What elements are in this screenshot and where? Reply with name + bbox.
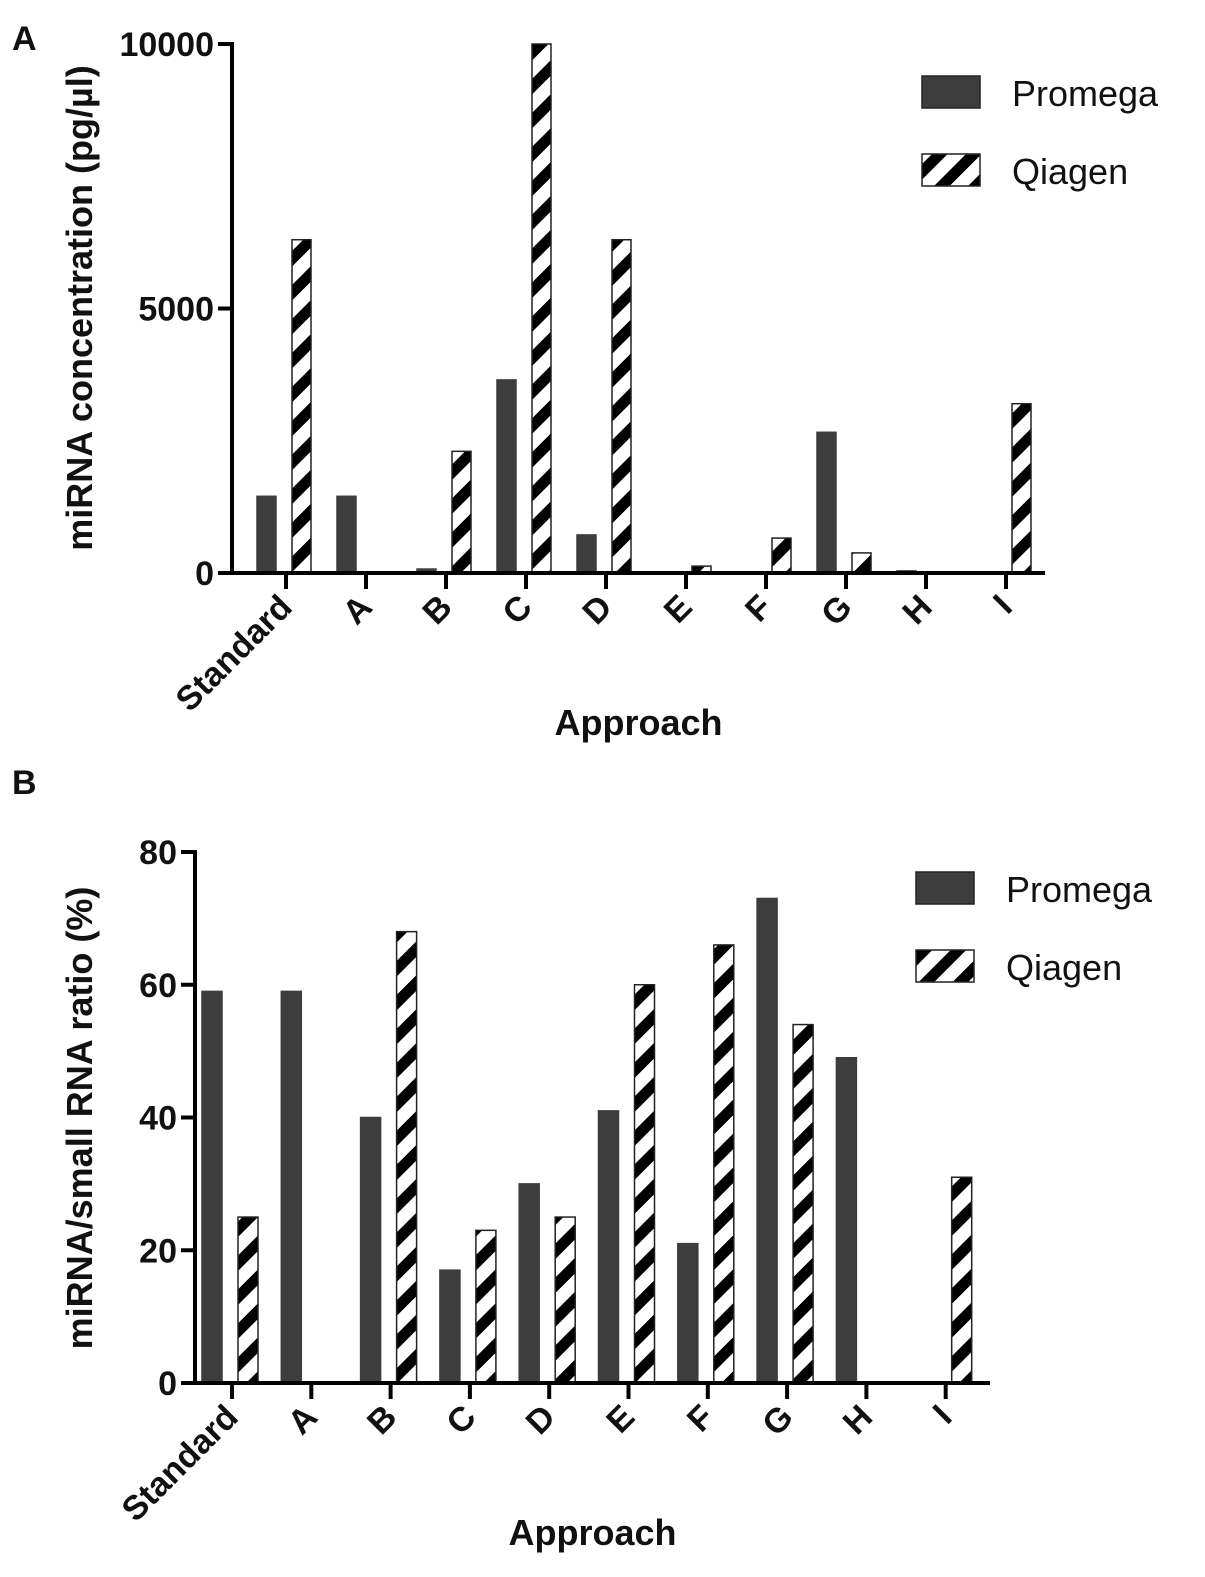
bar-promega-a: [280, 990, 303, 1384]
y-tick-label: 60: [139, 967, 177, 1005]
bar-qiagen-d: [554, 1216, 576, 1384]
x-axis-label: Approach: [508, 1512, 676, 1553]
legend-swatch-qiagen: [921, 153, 981, 187]
legend-label-qiagen: Qiagen: [1006, 947, 1122, 988]
y-axis-label: miRNA/small RNA ratio (%): [59, 887, 100, 1350]
x-tick-label: B: [415, 588, 459, 632]
bar-promega-g: [816, 431, 837, 574]
x-tick-label: A: [281, 1398, 325, 1442]
bar-promega-c: [439, 1269, 461, 1384]
y-tick-label: 80: [139, 834, 177, 872]
y-tick-label: 40: [139, 1100, 177, 1138]
legend-swatch-qiagen: [915, 949, 975, 983]
x-tick-label: E: [657, 588, 700, 631]
x-tick-label: B: [360, 1398, 404, 1442]
x-tick-label: C: [495, 588, 539, 632]
x-tick-label: H: [895, 588, 939, 632]
x-axis-label: Approach: [554, 702, 722, 743]
x-tick-label: F: [680, 1398, 722, 1440]
bar-qiagen-f: [771, 537, 792, 574]
bar-qiagen-c: [475, 1229, 497, 1384]
x-tick-label: H: [836, 1398, 880, 1442]
x-tick-label: C: [439, 1398, 483, 1442]
bar-promega-e: [597, 1110, 620, 1384]
x-tick-label: G: [755, 1398, 801, 1444]
legend-swatch-promega: [921, 75, 981, 109]
bar-promega-f: [677, 1242, 699, 1384]
bar-promega-d: [576, 534, 597, 574]
x-tick-label: Standard: [169, 588, 300, 719]
x-tick-label: D: [575, 588, 619, 632]
x-tick-label: D: [519, 1398, 563, 1442]
x-tick-label: I: [986, 588, 1020, 622]
bar-qiagen-standard: [291, 238, 312, 574]
x-tick-label: F: [738, 588, 780, 630]
bar-qiagen-d: [611, 238, 632, 574]
legend-label-promega: Promega: [1006, 869, 1153, 910]
bar-qiagen-i: [1011, 402, 1032, 574]
x-tick-label: G: [814, 588, 860, 634]
bar-promega-standard: [256, 495, 277, 574]
y-tick-label: 0: [195, 555, 214, 593]
legend-swatch-promega: [915, 871, 975, 905]
bar-qiagen-b: [451, 450, 472, 574]
legend-label-qiagen: Qiagen: [1012, 151, 1128, 192]
bar-qiagen-e: [633, 984, 656, 1384]
bar-promega-g: [756, 897, 778, 1384]
panel-label: A: [12, 20, 37, 58]
x-tick-label: A: [335, 588, 379, 632]
bar-qiagen-i: [950, 1176, 973, 1384]
bar-promega-d: [518, 1183, 540, 1384]
legend-label-promega: Promega: [1012, 73, 1159, 114]
y-tick-label: 20: [139, 1232, 177, 1270]
bar-qiagen-b: [395, 930, 418, 1384]
bar-qiagen-c: [531, 43, 552, 574]
bar-qiagen-g: [792, 1023, 814, 1384]
x-tick-label: Standard: [115, 1398, 246, 1529]
bar-qiagen-standard: [237, 1216, 259, 1384]
y-tick-label: 10000: [119, 26, 214, 64]
bar-promega-h: [835, 1057, 858, 1384]
y-tick-label: 0: [158, 1365, 177, 1403]
panel-label: B: [12, 764, 37, 802]
x-tick-label: E: [599, 1398, 642, 1441]
bar-qiagen-f: [713, 944, 735, 1384]
bar-promega-c: [496, 379, 517, 574]
bar-promega-standard: [201, 990, 223, 1384]
y-axis-label: miRNA concentration (pg/µl): [59, 65, 100, 550]
bar-promega-a: [336, 495, 357, 574]
bar-qiagen-g: [851, 552, 872, 574]
y-tick-label: 5000: [138, 291, 214, 329]
bar-promega-b: [359, 1116, 382, 1384]
x-tick-label: I: [926, 1398, 960, 1432]
